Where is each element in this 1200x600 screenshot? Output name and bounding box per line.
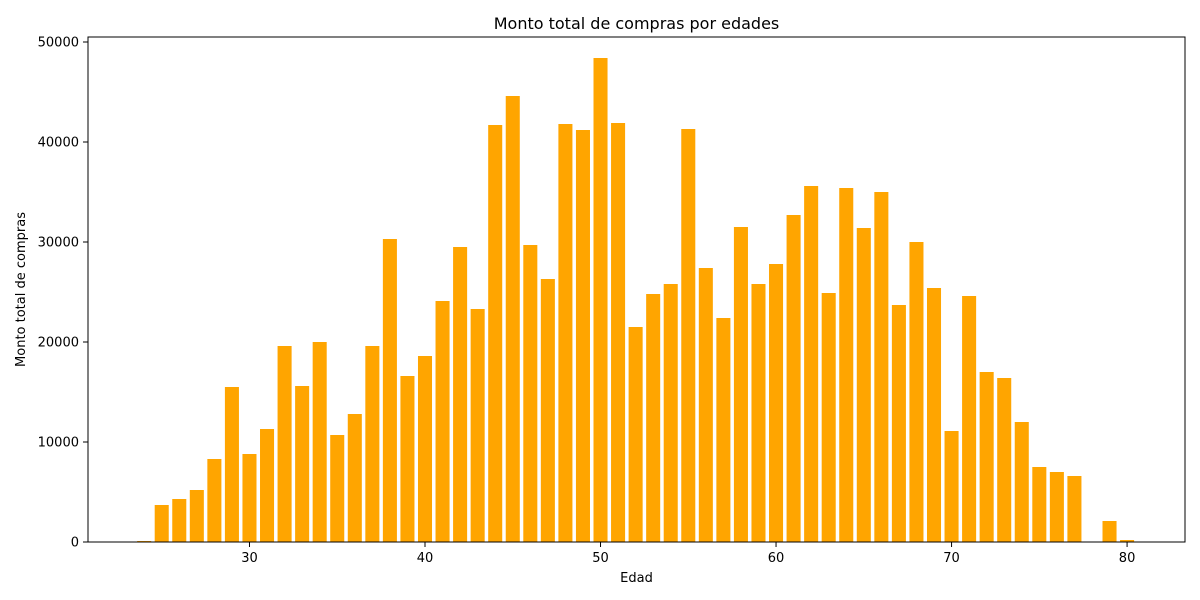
bars-group — [137, 58, 1135, 542]
y-tick-label: 20000 — [38, 336, 79, 351]
x-tick-label: 50 — [592, 551, 609, 566]
bar-55 — [681, 129, 696, 542]
y-tick-label: 40000 — [38, 136, 79, 151]
bar-63 — [821, 293, 836, 542]
bar-61 — [786, 215, 801, 542]
x-tick-label: 30 — [241, 551, 258, 566]
bar-67 — [891, 305, 906, 542]
bar-62 — [804, 186, 819, 542]
bar-48 — [558, 124, 573, 542]
bar-52 — [628, 327, 643, 542]
bar-40 — [417, 356, 433, 542]
bar-75 — [1032, 467, 1047, 542]
bar-44 — [488, 125, 503, 542]
bar-74 — [1014, 422, 1029, 542]
bar-46 — [523, 245, 538, 542]
y-tick-label: 10000 — [38, 436, 79, 451]
x-tick-label: 60 — [768, 551, 785, 566]
bar-71 — [962, 296, 977, 542]
x-tick-label: 80 — [1119, 551, 1136, 566]
chart-title: Monto total de compras por edades — [494, 14, 780, 33]
bar-30 — [242, 454, 257, 542]
bar-58 — [733, 227, 748, 542]
bar-76 — [1049, 472, 1064, 542]
y-tick-label: 50000 — [38, 36, 79, 51]
x-axis: 30 40 50 60 70 80 — [241, 542, 1135, 566]
x-tick-label: 70 — [943, 551, 960, 566]
bar-53 — [646, 294, 661, 542]
bar-29 — [224, 387, 239, 542]
bar-50 — [593, 58, 608, 542]
bar-27 — [189, 490, 204, 542]
bar-37 — [365, 346, 380, 542]
bar-42 — [453, 247, 468, 542]
y-tick-label: 30000 — [38, 236, 79, 251]
bar-77 — [1067, 476, 1082, 542]
bar-35 — [330, 435, 345, 542]
plot-frame — [87, 36, 1186, 543]
bar-60 — [769, 264, 784, 542]
bar-36 — [347, 414, 362, 542]
y-tick-label: 0 — [71, 536, 79, 551]
bar-43 — [470, 309, 485, 542]
y-axis: 0 10000 20000 30000 40000 50000 — [38, 36, 88, 551]
bar-66 — [874, 192, 889, 542]
bar-59 — [751, 284, 766, 542]
bar-34 — [312, 342, 327, 542]
bar-45 — [505, 96, 520, 542]
x-axis-label: Edad — [620, 571, 653, 586]
bar-56 — [698, 268, 713, 542]
bar-79 — [1102, 521, 1117, 542]
bar-39 — [400, 376, 415, 542]
bar-49 — [575, 130, 590, 542]
bar-25 — [154, 505, 169, 542]
bar-54 — [663, 284, 678, 542]
bar-26 — [172, 499, 187, 542]
bar-70 — [944, 431, 959, 542]
bar-32 — [277, 346, 292, 542]
bar-64 — [839, 188, 854, 542]
bar-31 — [260, 429, 275, 542]
bar-38 — [382, 239, 397, 542]
bar-47 — [540, 279, 555, 542]
bar-69 — [926, 288, 942, 542]
bar-68 — [909, 242, 924, 542]
bar-41 — [435, 301, 450, 542]
bar-80 — [1120, 540, 1135, 542]
bar-57 — [716, 318, 731, 542]
bar-51 — [611, 123, 626, 542]
bar-65 — [856, 228, 871, 542]
bar-28 — [207, 459, 222, 542]
bar-73 — [997, 378, 1012, 542]
bar-33 — [295, 386, 310, 542]
bar-72 — [979, 372, 994, 542]
y-axis-label: Monto total de compras — [14, 212, 29, 367]
x-tick-label: 40 — [417, 551, 434, 566]
